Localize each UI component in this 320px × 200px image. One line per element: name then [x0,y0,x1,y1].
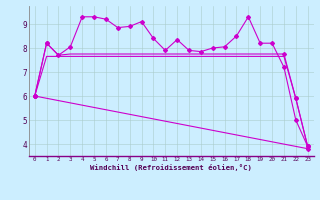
X-axis label: Windchill (Refroidissement éolien,°C): Windchill (Refroidissement éolien,°C) [90,164,252,171]
